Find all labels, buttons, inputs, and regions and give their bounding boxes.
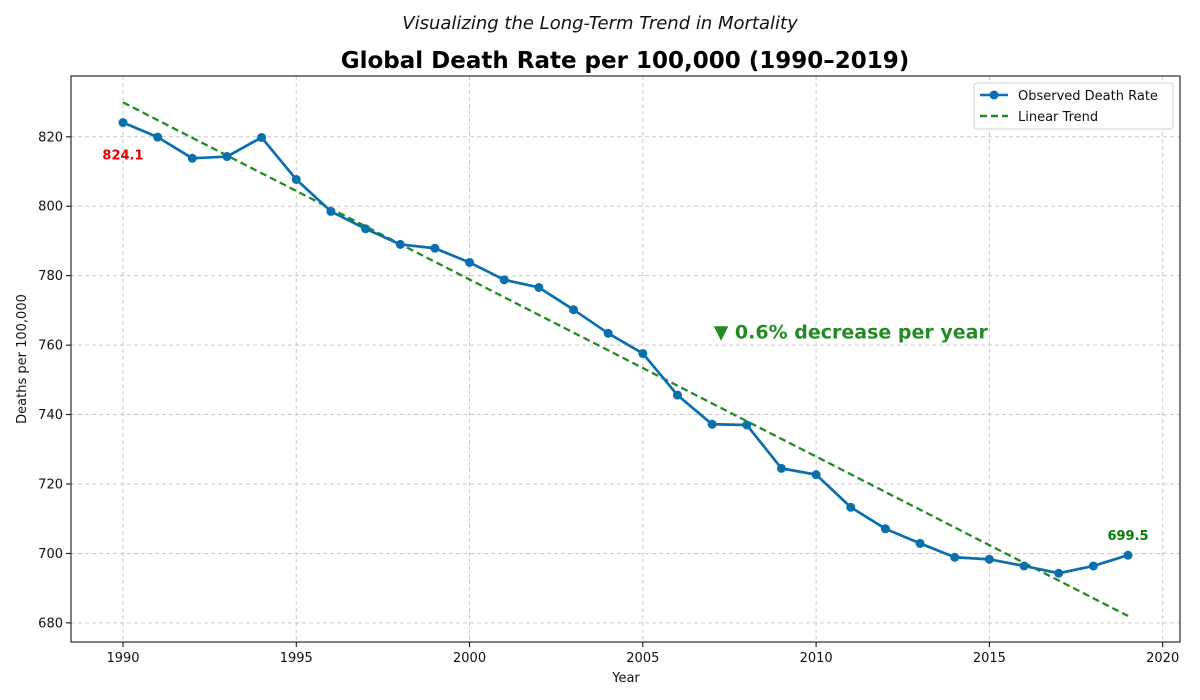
y-tick-label: 680 bbox=[38, 616, 63, 631]
data-point bbox=[846, 502, 856, 512]
data-point bbox=[465, 257, 475, 267]
y-tick-label: 800 bbox=[38, 200, 63, 215]
data-point bbox=[603, 328, 613, 338]
data-point bbox=[1123, 550, 1133, 560]
data-point bbox=[534, 282, 544, 292]
x-tick-label: 2020 bbox=[1146, 651, 1179, 666]
data-point bbox=[361, 224, 371, 234]
legend: Observed Death Rate Linear Trend bbox=[973, 82, 1174, 130]
x-tick-label: 2005 bbox=[626, 651, 659, 666]
data-point bbox=[1019, 561, 1029, 571]
x-tick-label: 2015 bbox=[973, 651, 1006, 666]
legend-trend-label: Linear Trend bbox=[1018, 110, 1098, 125]
data-point bbox=[430, 243, 440, 253]
data-point bbox=[742, 420, 752, 430]
y-tick-label: 740 bbox=[38, 408, 63, 423]
annotations: 824.1 699.5 ▼ 0.6% decrease per year bbox=[102, 148, 1148, 544]
rate-annotation: ▼ 0.6% decrease per year bbox=[714, 322, 989, 344]
data-point bbox=[118, 118, 128, 128]
chart-title: Global Death Rate per 100,000 (1990–2019… bbox=[341, 48, 910, 74]
data-point bbox=[499, 275, 509, 285]
start-value-label: 824.1 bbox=[102, 148, 143, 163]
data-point bbox=[187, 153, 197, 163]
y-tick-label: 720 bbox=[38, 478, 63, 493]
data-point bbox=[395, 239, 405, 249]
data-point bbox=[153, 132, 163, 142]
data-point bbox=[776, 463, 786, 473]
observed-line bbox=[122, 121, 1129, 575]
data-point bbox=[257, 132, 267, 142]
x-axis-ticks: 1990 1995 2000 2005 2010 2015 2020 bbox=[106, 642, 1179, 666]
data-point bbox=[1054, 568, 1064, 578]
y-axis-label: Deaths per 100,000 bbox=[15, 294, 30, 424]
x-tick-label: 2010 bbox=[800, 651, 833, 666]
trend-layer bbox=[122, 101, 1129, 617]
data-point bbox=[222, 152, 232, 162]
end-value-label: 699.5 bbox=[1107, 529, 1148, 544]
data-point bbox=[1088, 561, 1098, 571]
legend-observed-label: Observed Death Rate bbox=[1018, 89, 1158, 104]
y-axis-ticks: 680 700 720 740 760 780 800 820 bbox=[38, 130, 71, 631]
legend-observed-marker bbox=[989, 90, 999, 100]
data-point bbox=[950, 552, 960, 562]
y-tick-label: 780 bbox=[38, 269, 63, 284]
legend-box bbox=[973, 82, 1174, 130]
x-tick-label: 2000 bbox=[453, 651, 486, 666]
x-tick-label: 1990 bbox=[106, 651, 139, 666]
x-tick-label: 1995 bbox=[280, 651, 313, 666]
grid bbox=[71, 76, 1180, 642]
x-axis-label: Year bbox=[611, 671, 640, 686]
series-layer bbox=[118, 118, 1133, 578]
data-point bbox=[326, 206, 336, 216]
data-point bbox=[672, 390, 682, 400]
data-point bbox=[984, 554, 994, 564]
data-point bbox=[707, 419, 717, 429]
data-point bbox=[638, 348, 648, 358]
data-point bbox=[291, 174, 301, 184]
y-tick-label: 700 bbox=[38, 547, 63, 562]
data-point bbox=[811, 470, 821, 480]
chart-suptitle: Visualizing the Long-Term Trend in Morta… bbox=[402, 13, 798, 34]
y-tick-label: 760 bbox=[38, 339, 63, 354]
data-point bbox=[569, 305, 579, 315]
data-point bbox=[915, 538, 925, 548]
y-tick-label: 820 bbox=[38, 130, 63, 145]
trend-line bbox=[122, 101, 1129, 617]
plot-frame bbox=[70, 75, 1181, 643]
data-point bbox=[880, 524, 890, 534]
